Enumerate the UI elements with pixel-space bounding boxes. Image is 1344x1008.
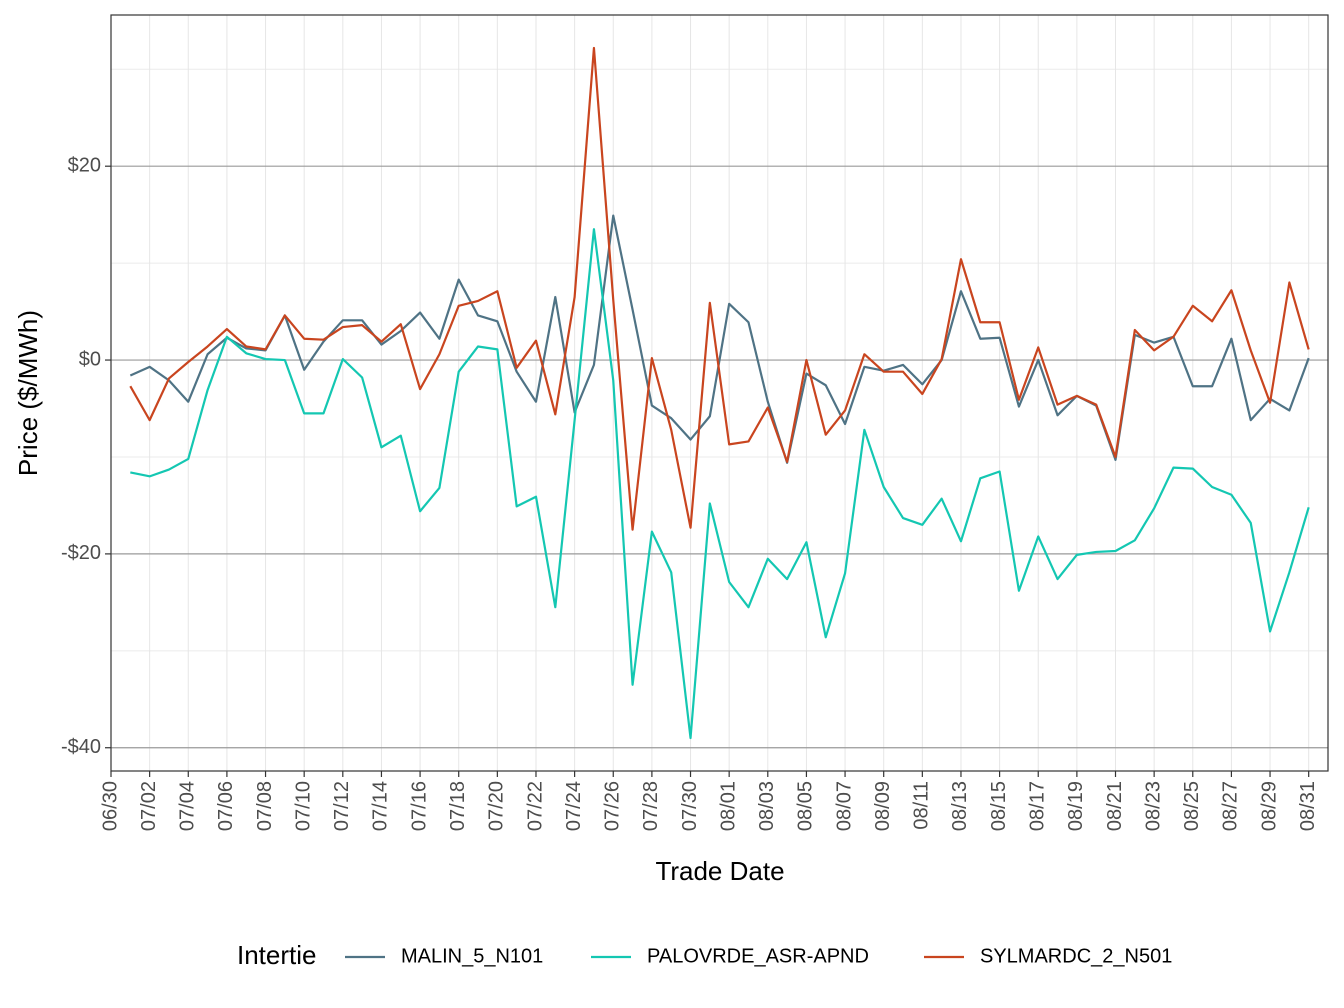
legend-title: Intertie (237, 940, 317, 970)
x-tick-label: 08/31 (1297, 781, 1319, 831)
x-tick-label: 08/05 (795, 781, 817, 831)
x-tick-label: 08/29 (1258, 781, 1280, 831)
x-tick-label: 08/19 (1065, 781, 1087, 831)
x-tick-label: 08/25 (1181, 781, 1203, 831)
x-tick-label: 08/09 (872, 781, 894, 831)
x-tick-label: 08/17 (1027, 781, 1049, 831)
x-tick-label: 06/30 (99, 781, 121, 831)
x-tick-label: 08/15 (988, 781, 1010, 831)
x-tick-label: 08/07 (833, 781, 855, 831)
x-tick-label: 07/02 (138, 781, 160, 831)
y-axis-label: Price ($/MWh) (13, 310, 43, 476)
x-tick-label: 07/18 (447, 781, 469, 831)
x-tick-label: 07/22 (524, 781, 546, 831)
y-tick-label: -$40 (61, 736, 101, 758)
x-tick-label: 08/27 (1220, 781, 1242, 831)
series-line (130, 228, 1310, 740)
legend-label: MALIN_5_N101 (401, 945, 543, 967)
y-tick-label: -$20 (61, 542, 101, 564)
y-tick-label: $0 (79, 348, 101, 370)
x-tick-label: 07/26 (602, 781, 624, 831)
x-tick-label: 07/06 (215, 781, 237, 831)
y-tick-label: $20 (68, 154, 101, 176)
plot-border (110, 14, 1329, 772)
x-axis-label: Trade Date (655, 856, 784, 886)
legend-label: PALOVRDE_ASR-APND (647, 945, 869, 967)
x-tick-label: 08/23 (1142, 781, 1164, 831)
series-line (129, 46, 1310, 531)
x-tick-label: 07/14 (370, 781, 392, 831)
x-tick-label: 07/12 (331, 781, 353, 831)
x-tick-label: 07/20 (486, 781, 508, 831)
legend-label: SYLMARDC_2_N501 (980, 945, 1172, 967)
x-tick-label: 07/24 (563, 781, 585, 831)
x-tick-label: 07/30 (679, 781, 701, 831)
x-tick-label: 07/16 (408, 781, 430, 831)
x-tick-label: 08/21 (1104, 781, 1126, 831)
x-tick-label: 08/11 (911, 781, 933, 830)
x-tick-label: 08/03 (756, 781, 778, 831)
x-tick-label: 07/28 (640, 781, 662, 831)
x-tick-label: 07/04 (177, 781, 199, 831)
x-tick-label: 07/10 (292, 781, 314, 831)
x-tick-label: 07/08 (254, 781, 276, 831)
x-tick-label: 08/13 (949, 781, 971, 831)
x-tick-label: 08/01 (717, 781, 739, 831)
